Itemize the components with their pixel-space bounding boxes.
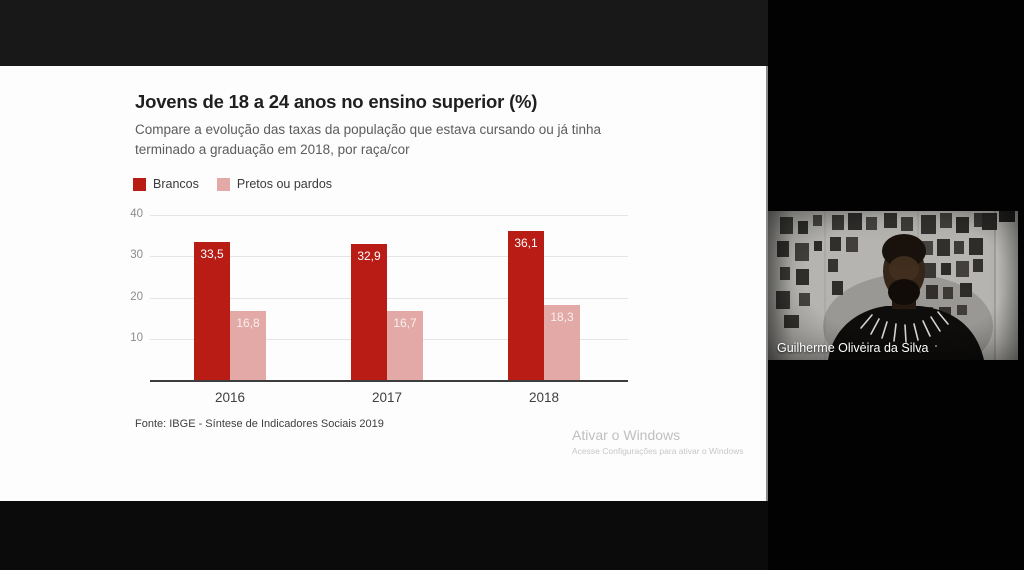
participant-silhouette (823, 234, 993, 360)
bar-brancos-2016: 33,5 (194, 241, 230, 380)
watermark-line1: Ativar o Windows (572, 427, 681, 443)
wall-posters-left (776, 215, 822, 328)
participants-panel: Guilherme Oliveira da Silva (768, 0, 1024, 570)
chart-legend: Brancos Pretos ou pardos (133, 177, 350, 191)
bar-value-label: 36,1 (514, 236, 538, 251)
bar-pretos-ou-pardos-2017: 16,7 (387, 311, 423, 380)
bar-brancos-2018: 36,1 (508, 231, 544, 380)
legend-label-1: Pretos ou pardos (236, 177, 333, 191)
legend-item-0: Brancos (133, 177, 199, 191)
share-top-letterbox (0, 0, 768, 66)
y-tick-label-20: 20 (130, 290, 143, 303)
slide-subtitle: Compare a evolução das taxas da populaçã… (135, 122, 602, 157)
x-tick-label-2018: 2018 (528, 390, 560, 405)
shirt-speckles (862, 342, 937, 353)
bar-chart: 10 20 30 40 33,5 16,8 2016 32,9 16,7 2017 36,1 18,3… (130, 208, 628, 405)
wall-posters-center (828, 213, 913, 295)
legend-label-0: Brancos (153, 177, 199, 191)
gridline-30 (150, 256, 628, 258)
x-tick-label-2016: 2016 (214, 390, 246, 405)
bar-pretos-ou-pardos-2016: 16,8 (230, 310, 266, 380)
y-tick-label-30: 30 (130, 249, 143, 262)
presentation-slide: Jovens de 18 a 24 anos no ensino superio… (0, 66, 768, 501)
bar-value-label: 16,8 (236, 315, 260, 330)
legend-item-1: Pretos ou pardos (216, 177, 333, 191)
x-tick-label-2017: 2017 (371, 390, 403, 405)
bar-pretos-ou-pardos-2018: 18,3 (544, 304, 580, 380)
bar-value-label: 16,7 (393, 316, 417, 331)
slide-title: Jovens de 18 a 24 anos no ensino superio… (135, 91, 538, 112)
watermark-line2: Acesse Configurações para ativar o Windo… (572, 446, 744, 456)
windows-activation-watermark: Ativar o Windows Acesse Configurações pa… (572, 427, 744, 456)
legend-swatch-0 (133, 177, 146, 191)
source-note: Fonte: IBGE - Síntese de Indicadores Soc… (135, 418, 384, 430)
participant-name-label: Guilherme Oliveira da Silva (777, 341, 929, 355)
participant-webcam-image (768, 211, 1018, 360)
legend-swatch-1 (216, 177, 230, 191)
bar-brancos-2017: 32,9 (351, 244, 387, 380)
bar-value-label: 32,9 (357, 249, 381, 264)
participant-video-tile[interactable]: Guilherme Oliveira da Silva (768, 211, 1018, 360)
screen-share-region: Jovens de 18 a 24 anos no ensino superio… (0, 0, 768, 570)
y-tick-label-10: 10 (130, 331, 143, 344)
necklace (860, 311, 949, 343)
gridline-20 (150, 297, 628, 299)
y-tick-label-40: 40 (130, 208, 143, 220)
bar-value-label: 33,5 (200, 246, 224, 261)
bar-value-label: 18,3 (550, 309, 574, 324)
gridline-40 (150, 215, 628, 216)
